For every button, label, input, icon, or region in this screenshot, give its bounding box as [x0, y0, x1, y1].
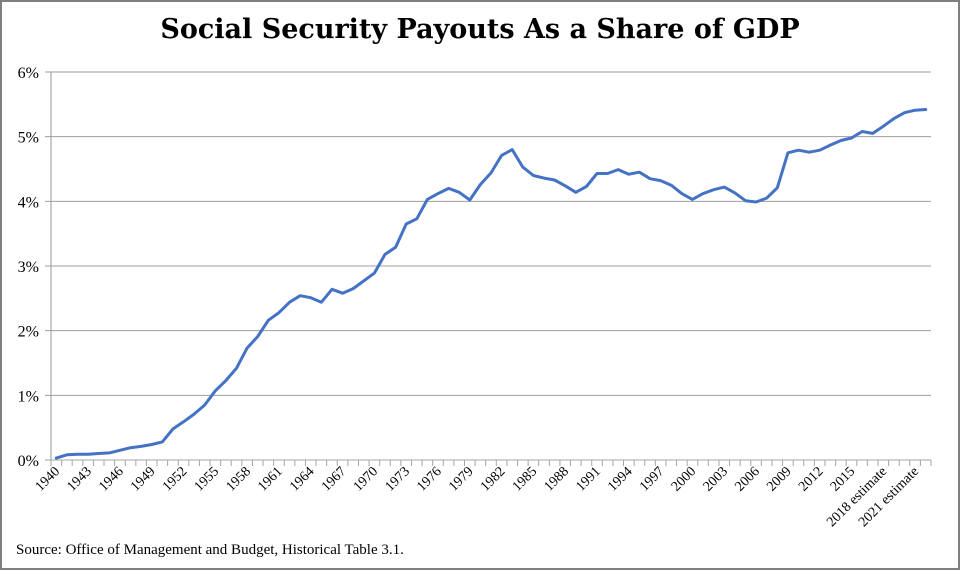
x-tick-label: 1952 [160, 464, 190, 494]
x-tick-label: 1973 [383, 464, 413, 494]
x-tick-label: 1961 [255, 464, 285, 494]
x-tick-label: 1970 [351, 464, 381, 494]
y-axis-ticks: 0% 1% 2% 3% 4% 5% 6% [18, 65, 39, 470]
x-tick-label: 1949 [128, 464, 158, 494]
y-tick-label: 2% [18, 324, 39, 341]
x-tick-label: 2006 [732, 464, 762, 494]
series-line [54, 108, 928, 460]
y-tick-label: 4% [18, 194, 39, 211]
x-tick-label: 1991 [573, 464, 603, 494]
x-tick-label: 1982 [478, 464, 508, 494]
chart-title: Social Security Payouts As a Share of GD… [160, 14, 800, 45]
x-tick-label: 1964 [287, 464, 317, 494]
x-tick-label: 1979 [446, 464, 476, 494]
x-tick-label: 1988 [542, 464, 572, 494]
x-axis-ticks: 1940 1943 1946 1949 1952 1955 1958 1961 1964 1967… [33, 464, 922, 530]
gridlines [45, 71, 931, 461]
x-tick-label: 2000 [669, 464, 699, 494]
x-tick-label: 1997 [637, 464, 667, 494]
x-tick-label: 2009 [764, 464, 794, 494]
x-tick-label: 1946 [96, 464, 126, 494]
y-tick-label: 6% [18, 65, 39, 82]
y-tick-label: 5% [18, 130, 39, 147]
y-tick-label: 1% [18, 388, 39, 405]
source-note: Source: Office of Management and Budget,… [16, 542, 404, 558]
x-tick-label: 2003 [701, 464, 731, 494]
x-tick-label: 1985 [510, 464, 540, 494]
y-tick-label: 0% [18, 453, 39, 470]
x-tick-label: 1976 [414, 464, 444, 494]
x-tick-label: 2012 [796, 464, 826, 494]
x-tick-label: 1955 [192, 464, 222, 494]
series-layer [54, 108, 928, 460]
y-tick-label: 3% [18, 259, 39, 276]
x-tick-label: 1958 [224, 464, 254, 494]
axes [50, 72, 932, 466]
x-tick-label: 1994 [605, 464, 635, 494]
x-tick-label: 1967 [319, 464, 349, 494]
x-tick-label: 1943 [65, 464, 95, 494]
